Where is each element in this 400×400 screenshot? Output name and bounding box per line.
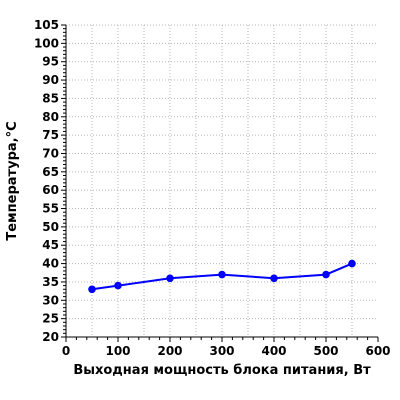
y-tick-label: 85 bbox=[42, 91, 59, 105]
y-tick-label: 40 bbox=[42, 257, 59, 271]
y-tick-label: 105 bbox=[34, 18, 59, 32]
y-tick-label: 20 bbox=[42, 330, 59, 344]
y-tick-label: 80 bbox=[42, 110, 59, 124]
x-tick-label: 100 bbox=[105, 344, 130, 358]
x-tick-label: 500 bbox=[313, 344, 338, 358]
y-tick-label: 100 bbox=[34, 36, 59, 50]
x-axis-label: Выходная мощность блока питания, Вт bbox=[73, 363, 371, 378]
tick-labels: 0 100 200 300 400 500 600 20 25 30 35 40 45 50 55 60 65 7… bbox=[34, 18, 391, 358]
y-tick-label: 30 bbox=[42, 293, 59, 307]
data-point bbox=[348, 259, 356, 268]
x-tick-label: 400 bbox=[261, 344, 286, 358]
y-tick-label: 95 bbox=[42, 55, 59, 69]
data-point bbox=[218, 270, 226, 279]
y-tick-label: 35 bbox=[42, 275, 59, 289]
grid-lines bbox=[66, 24, 378, 337]
series-group bbox=[88, 259, 356, 294]
x-tick-label: 0 bbox=[62, 344, 70, 358]
data-point bbox=[322, 270, 330, 279]
x-tick-label: 200 bbox=[157, 344, 182, 358]
axes bbox=[61, 24, 379, 342]
x-tick-label: 600 bbox=[365, 344, 390, 358]
y-tick-label: 70 bbox=[42, 146, 59, 160]
y-tick-label: 25 bbox=[42, 312, 59, 326]
y-tick-label: 45 bbox=[42, 238, 59, 252]
y-axis-label: Температура,°С bbox=[5, 121, 20, 240]
data-point bbox=[114, 281, 122, 290]
y-tick-label: 60 bbox=[42, 183, 59, 197]
x-tick-label: 300 bbox=[209, 344, 234, 358]
y-tick-label: 55 bbox=[42, 202, 59, 216]
y-tick-label: 50 bbox=[42, 220, 59, 234]
y-tick-label: 90 bbox=[42, 73, 59, 87]
data-point bbox=[270, 274, 278, 283]
y-tick-label: 75 bbox=[42, 128, 59, 142]
data-point bbox=[88, 285, 96, 294]
y-tick-label: 65 bbox=[42, 165, 59, 179]
data-point bbox=[166, 274, 174, 283]
